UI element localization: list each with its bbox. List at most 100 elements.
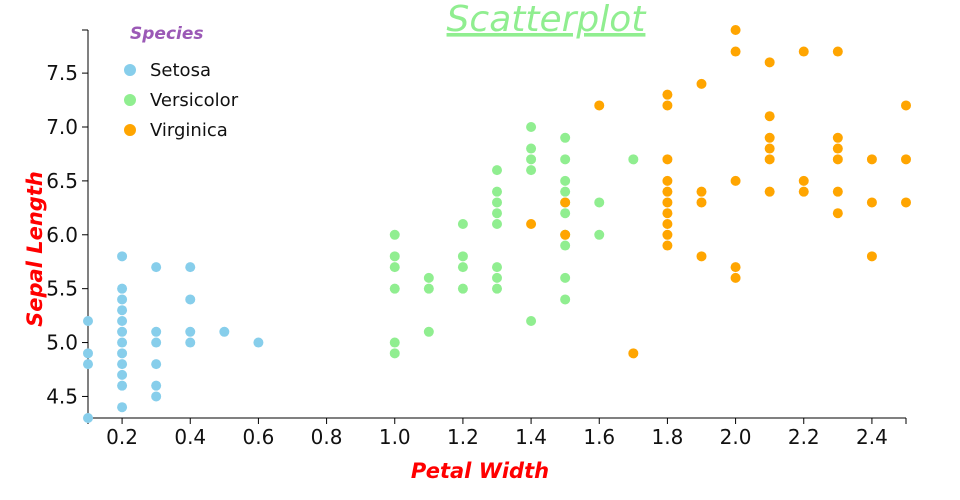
- data-point-versicolor: [457, 262, 468, 273]
- data-point-versicolor: [457, 283, 468, 294]
- legend-item-versicolor: Versicolor: [124, 90, 239, 111]
- data-point-setosa: [151, 380, 162, 391]
- y-tick-label: 7.0: [46, 115, 78, 139]
- data-point-virginica: [662, 89, 673, 100]
- data-point-versicolor: [526, 316, 537, 326]
- axes: 0.2 0.4 0.6 0.8 1.0 1.2 1.4 1.6 1.8 2.0 2.2 2.4 4.5 5…: [46, 29, 907, 449]
- data-point-virginica: [798, 186, 809, 197]
- legend-marker: [124, 64, 136, 76]
- data-point-setosa: [151, 326, 162, 337]
- y-axis-title: Sepal Length: [23, 171, 47, 327]
- data-point-versicolor: [423, 272, 434, 283]
- x-tick-label: 2.4: [856, 425, 888, 449]
- data-point-setosa: [185, 262, 196, 273]
- legend-label: Versicolor: [150, 90, 239, 111]
- x-tick-label: 1.4: [515, 425, 547, 449]
- data-point-virginica: [730, 46, 741, 57]
- data-point-versicolor: [389, 229, 400, 240]
- data-point-virginica: [662, 208, 673, 219]
- data-point-virginica: [866, 251, 877, 262]
- series-setosa: [83, 251, 264, 423]
- data-point-virginica: [662, 154, 673, 165]
- data-point-setosa: [117, 402, 128, 413]
- data-point-setosa: [117, 251, 128, 262]
- data-point-virginica: [832, 208, 843, 219]
- data-point-versicolor: [560, 132, 571, 143]
- data-point-setosa: [117, 283, 128, 294]
- data-points: [83, 25, 911, 423]
- data-point-virginica: [594, 100, 605, 111]
- data-point-setosa: [185, 294, 196, 305]
- data-point-setosa: [83, 348, 93, 359]
- data-point-versicolor: [389, 251, 400, 262]
- data-point-versicolor: [560, 294, 571, 305]
- legend-label: Virginica: [150, 120, 228, 141]
- data-point-virginica: [901, 197, 911, 208]
- data-point-setosa: [151, 337, 162, 348]
- data-point-virginica: [662, 219, 673, 229]
- data-point-virginica: [901, 154, 911, 165]
- data-point-virginica: [662, 229, 673, 240]
- data-point-setosa: [185, 337, 196, 348]
- data-point-virginica: [696, 197, 707, 208]
- data-point-versicolor: [492, 208, 502, 219]
- y-tick-label: 5.5: [46, 277, 78, 301]
- data-point-versicolor: [492, 283, 502, 294]
- legend-item-setosa: Setosa: [124, 60, 211, 81]
- data-point-versicolor: [526, 143, 537, 154]
- chart-title: Scatterplot: [447, 0, 648, 40]
- data-point-virginica: [696, 251, 707, 262]
- data-point-virginica: [730, 175, 741, 186]
- data-point-virginica: [730, 262, 741, 273]
- data-point-versicolor: [492, 272, 502, 283]
- data-point-virginica: [662, 175, 673, 186]
- data-point-versicolor: [560, 240, 571, 251]
- data-point-versicolor: [457, 251, 468, 262]
- data-point-virginica: [866, 197, 877, 208]
- data-point-setosa: [83, 413, 93, 423]
- y-tick-label: 5.0: [46, 331, 78, 355]
- data-point-virginica: [560, 197, 571, 208]
- series-virginica: [526, 25, 911, 359]
- data-point-setosa: [117, 359, 128, 370]
- data-point-setosa: [253, 337, 264, 348]
- x-tick-label: 1.0: [379, 425, 411, 449]
- x-tick-label: 1.8: [652, 425, 684, 449]
- x-tick-label: 1.6: [583, 425, 615, 449]
- y-tick-label: 7.5: [46, 61, 78, 85]
- legend-label: Setosa: [150, 60, 211, 81]
- data-point-versicolor: [560, 186, 571, 197]
- data-point-virginica: [662, 100, 673, 111]
- x-tick-label: 0.2: [106, 425, 138, 449]
- data-point-versicolor: [492, 186, 502, 197]
- data-point-setosa: [117, 380, 128, 391]
- data-point-versicolor: [526, 165, 537, 176]
- data-point-versicolor: [526, 154, 537, 165]
- data-point-versicolor: [492, 219, 502, 229]
- data-point-setosa: [117, 348, 128, 359]
- x-tick-label: 2.2: [788, 425, 820, 449]
- y-tick-label: 4.5: [46, 384, 78, 408]
- data-point-virginica: [662, 186, 673, 197]
- data-point-virginica: [866, 154, 877, 165]
- data-point-versicolor: [492, 262, 502, 273]
- data-point-virginica: [696, 78, 707, 89]
- x-tick-label: 1.2: [447, 425, 479, 449]
- data-point-versicolor: [526, 122, 537, 132]
- data-point-versicolor: [423, 283, 434, 294]
- data-point-versicolor: [423, 326, 434, 337]
- data-point-versicolor: [389, 283, 400, 294]
- legend-marker: [124, 94, 136, 106]
- data-point-versicolor: [457, 219, 468, 229]
- data-point-setosa: [117, 337, 128, 348]
- data-point-virginica: [696, 186, 707, 197]
- data-point-versicolor: [389, 262, 400, 273]
- data-point-virginica: [832, 143, 843, 154]
- data-point-virginica: [730, 272, 741, 283]
- data-point-versicolor: [389, 337, 400, 348]
- data-point-virginica: [764, 154, 775, 165]
- data-point-virginica: [764, 186, 775, 197]
- data-point-virginica: [832, 154, 843, 165]
- data-point-virginica: [764, 57, 775, 68]
